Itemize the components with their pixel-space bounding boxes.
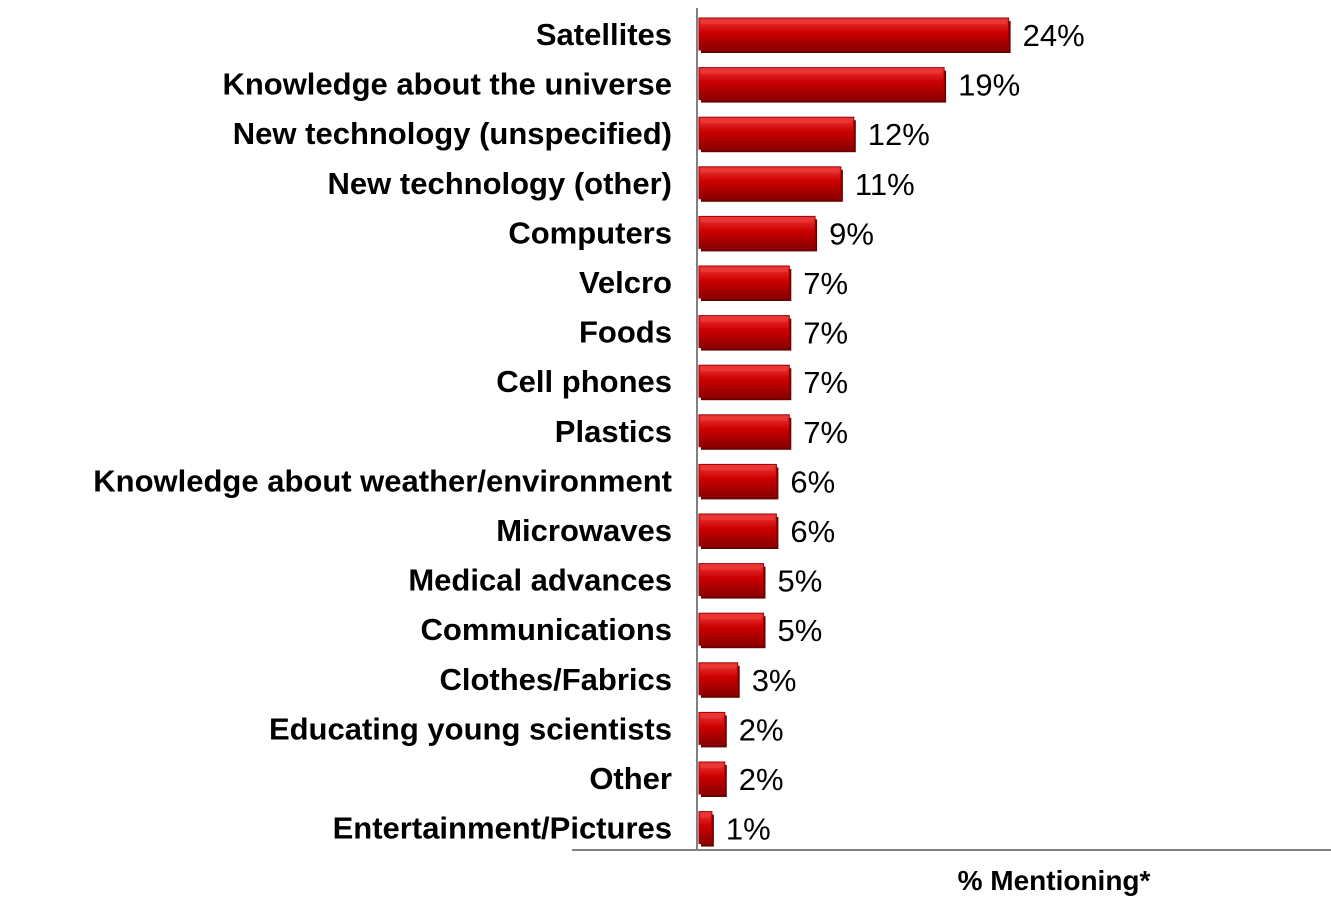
value-label-knowledge-about-the-universe: 19% (958, 68, 1020, 103)
bar-highlight (701, 764, 723, 768)
category-label-microwaves: Microwaves (496, 513, 672, 548)
category-label-educating-young-scientists: Educating young scientists (269, 711, 672, 746)
bar-satellites (698, 17, 1011, 53)
x-axis-title: % Mentioning* (958, 865, 1151, 896)
bar-highlight (701, 367, 788, 372)
bar-velcro (698, 265, 792, 301)
bar-highlight (701, 119, 852, 124)
labels-layer: Satellites 24% Knowledge about the univers… (93, 17, 1084, 847)
bar-microwaves (698, 513, 779, 549)
bar-computers (698, 215, 818, 252)
bar-highlight (701, 813, 710, 818)
bar-highlight (701, 218, 814, 223)
bar-highlight (701, 466, 775, 471)
category-label-knowledge-about-weather-environment: Knowledge about weather/environment (93, 463, 672, 498)
value-label-foods: 7% (803, 316, 848, 351)
bar-highlight (701, 664, 736, 669)
category-label-new-technology-unspecified: New technology (unspecified) (233, 116, 672, 151)
bar-new-technology-unspecified (698, 116, 856, 153)
bar-other (698, 761, 727, 797)
value-label-velcro: 7% (803, 266, 848, 301)
bar-highlight (701, 714, 723, 719)
value-label-satellites: 24% (1023, 18, 1085, 53)
bar-rect (698, 811, 713, 845)
category-label-new-technology-other: New technology (other) (328, 166, 672, 201)
value-label-computers: 9% (829, 216, 874, 251)
bar-highlight (701, 317, 788, 322)
bar-new-technology-other (698, 166, 843, 202)
bar-cell-phones (698, 364, 792, 401)
category-label-knowledge-about-the-universe: Knowledge about the universe (222, 67, 672, 102)
category-label-satellites: Satellites (536, 17, 672, 52)
bar-highlight (701, 416, 788, 421)
category-label-entertainment-pictures: Entertainment/Pictures (333, 811, 672, 846)
bar-highlight (701, 615, 762, 620)
value-label-medical-advances: 5% (778, 564, 823, 599)
bar-highlight (701, 565, 762, 570)
bar-knowledge-about-the-universe (698, 67, 947, 103)
value-label-knowledge-about-weather-environment: 6% (790, 464, 835, 499)
value-label-entertainment-pictures: 1% (726, 812, 771, 847)
category-label-other: Other (589, 761, 672, 796)
value-label-new-technology-unspecified: 12% (868, 117, 930, 152)
value-label-microwaves: 6% (790, 514, 835, 549)
bar-educating-young-scientists (698, 711, 727, 748)
bar-highlight (701, 268, 788, 272)
value-label-plastics: 7% (803, 415, 848, 450)
bar-highlight (701, 20, 1007, 24)
category-label-cell-phones: Cell phones (496, 364, 672, 399)
category-label-velcro: Velcro (579, 265, 672, 300)
bar-foods (698, 315, 792, 351)
value-label-communications: 5% (778, 613, 823, 648)
bar-communications (698, 612, 766, 649)
bar-plastics (698, 414, 792, 450)
category-label-clothes-fabrics: Clothes/Fabrics (439, 662, 672, 697)
bar-clothes-fabrics (698, 662, 740, 698)
value-label-cell-phones: 7% (803, 365, 848, 400)
category-label-communications: Communications (421, 612, 672, 647)
bar-highlight (701, 168, 839, 173)
bar-medical-advances (698, 563, 766, 599)
bar-highlight (701, 69, 943, 74)
bars-layer (698, 17, 1011, 847)
category-label-computers: Computers (508, 215, 672, 250)
bar-knowledge-about-weather-environment (698, 463, 779, 500)
bar-highlight (701, 516, 775, 520)
value-label-clothes-fabrics: 3% (752, 663, 797, 698)
category-label-plastics: Plastics (555, 414, 672, 449)
value-label-new-technology-other: 11% (855, 167, 915, 202)
category-label-foods: Foods (579, 315, 672, 350)
value-label-other: 2% (739, 762, 784, 797)
bar-entertainment-pictures (698, 811, 714, 847)
value-label-educating-young-scientists: 2% (739, 712, 784, 747)
category-label-medical-advances: Medical advances (408, 563, 672, 598)
